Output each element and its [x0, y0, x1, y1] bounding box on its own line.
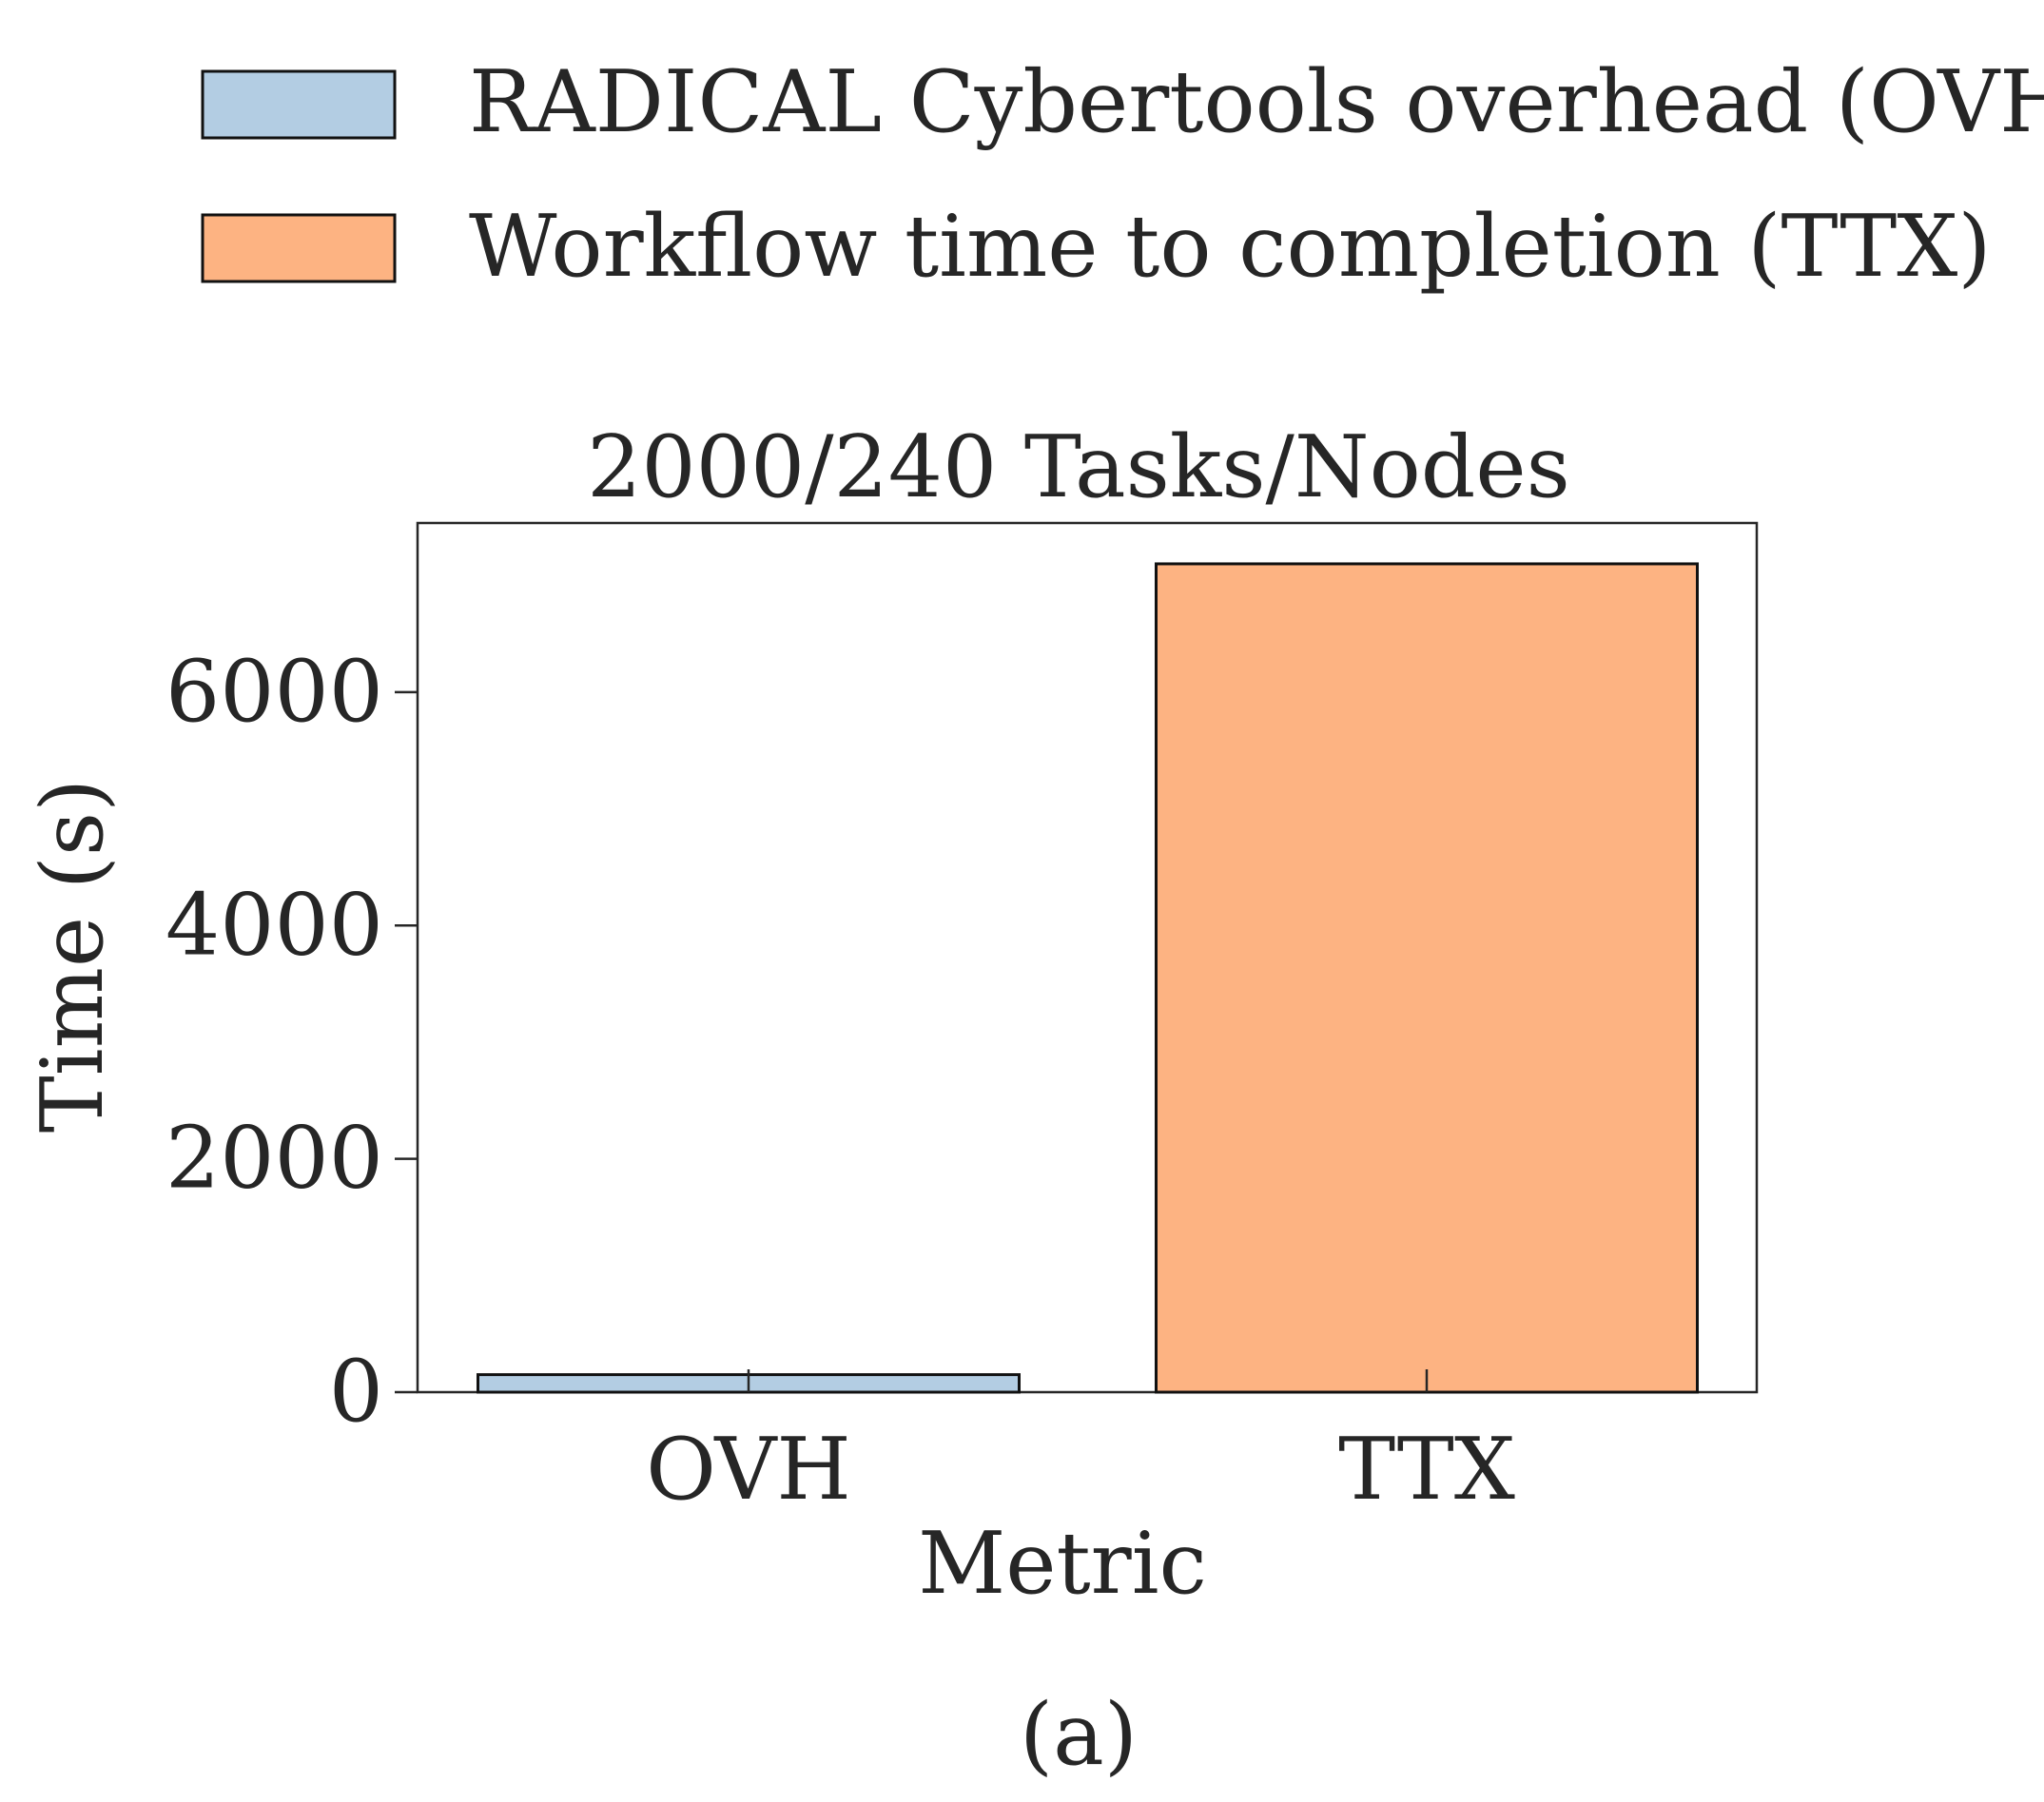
legend: RADICAL Cybertools overhead (OVH) Workfl…: [201, 52, 2044, 297]
legend-swatch-ovh: [201, 69, 397, 140]
y-axis-label: Time (s): [23, 779, 123, 1133]
y-tick-label: 2000: [165, 1109, 383, 1209]
figure-caption: (a): [1020, 1685, 1138, 1785]
y-tick-label: 0: [329, 1342, 383, 1442]
x-axis-label: Metric: [918, 1514, 1207, 1614]
legend-label-ovh: RADICAL Cybertools overhead (OVH): [469, 52, 2044, 152]
bars-group: [477, 562, 1699, 1394]
plot-area: [416, 521, 1759, 1394]
x-tick-label-ttx: TTX: [1338, 1420, 1515, 1520]
y-axis: 0 2000 4000 6000: [165, 642, 418, 1442]
x-axis: OVH TTX: [646, 1369, 1515, 1520]
y-tick-label: 4000: [165, 875, 383, 975]
legend-swatch-ttx: [201, 213, 397, 283]
x-tick-label-ovh: OVH: [646, 1420, 851, 1520]
chart-title: 2000/240 Tasks/Nodes: [587, 417, 1570, 517]
y-tick-label: 6000: [165, 642, 383, 742]
bar-ttx: [1155, 562, 1699, 1394]
legend-label-ttx: Workflow time to completion (TTX): [469, 197, 1991, 297]
